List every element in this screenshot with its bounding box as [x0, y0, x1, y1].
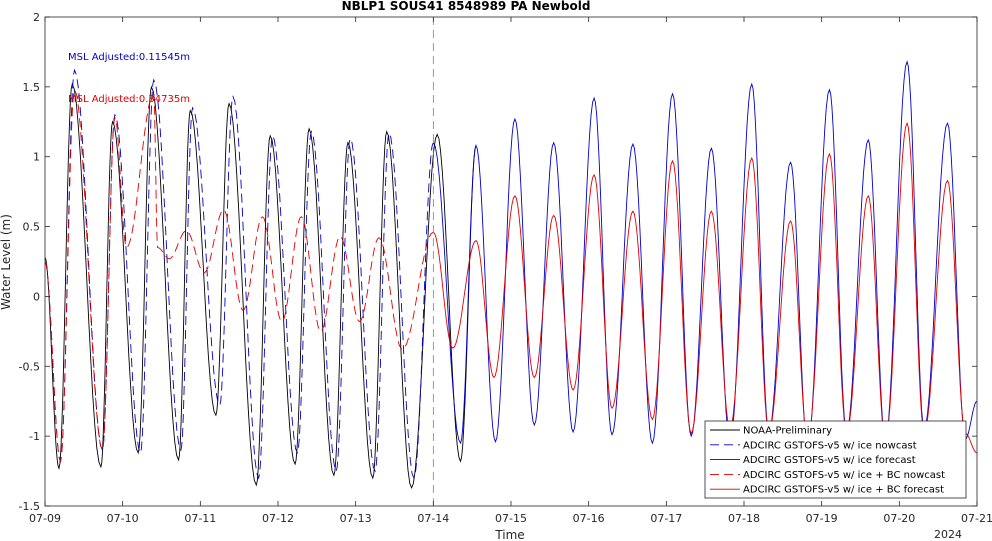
y-tick-label: 1 [33, 151, 40, 164]
legend-entry: ADCIRC GSTOFS-v5 w/ ice nowcast [743, 440, 917, 451]
x-tick-label: 07-14 [417, 512, 449, 525]
x-tick-label: 07-20 [883, 512, 915, 525]
x-tick-label: 07-09 [29, 512, 61, 525]
series-line-1 [45, 82, 477, 489]
chart-title: NBLP1 SOUS41 8548989 PA Newbold [342, 0, 591, 13]
x-tick-label: 07-11 [184, 512, 216, 525]
annotation-layer: MSL Adjusted:0.11545m MSL Adjusted:0.3473… [68, 52, 190, 105]
y-tick-label: 0 [33, 290, 40, 303]
y-axis-label: Water Level (m) [0, 214, 13, 310]
y-tick-label: -1 [29, 430, 40, 443]
msl-annotation: MSL Adjusted:0.34735m [68, 94, 190, 105]
x-tick-label: 07-12 [262, 512, 294, 525]
x-tick-label: 07-10 [107, 512, 139, 525]
x-tick-label: 07-18 [728, 512, 760, 525]
legend-entry: NOAA-Preliminary [743, 426, 832, 437]
x-tick-label: 07-21 [961, 512, 992, 525]
x-tick-label: 07-13 [340, 512, 372, 525]
x-tick-label: 07-16 [573, 512, 605, 525]
legend-box [704, 420, 967, 499]
series-line-5 [432, 121, 977, 454]
legend-entry: ADCIRC GSTOFS-v5 w/ ice forecast [743, 455, 916, 466]
y-tick-label: 1.5 [23, 81, 41, 94]
axes-layer: -1.5 -1 -0.5 0 0.5 1 1.5 2 07-09 07-10 07-11 07-12 0… [19, 11, 992, 525]
x-tick-label: 07-19 [806, 512, 838, 525]
legend-entry: ADCIRC GSTOFS-v5 w/ ice + BC forecast [743, 485, 944, 496]
y-tick-label: 2 [33, 11, 40, 24]
x-tick-label: 07-15 [495, 512, 527, 525]
legend-entry: ADCIRC GSTOFS-v5 w/ ice + BC nowcast [743, 470, 945, 481]
msl-annotation: MSL Adjusted:0.11545m [68, 52, 190, 63]
series-line-4 [45, 88, 434, 463]
y-tick-label: 0.5 [23, 221, 41, 234]
y-tick-label: -1.5 [19, 500, 40, 513]
y-tick-label: -0.5 [19, 360, 40, 373]
series-line-3 [432, 60, 977, 449]
x-tick-label: 07-17 [650, 512, 682, 525]
series-layer [45, 60, 977, 489]
x-axis-label: Time [494, 528, 524, 541]
legend: NOAA-Preliminary ADCIRC GSTOFS-v5 w/ ice … [704, 420, 967, 499]
x-axis-year-label: 2024 [934, 528, 962, 541]
series-line-2 [45, 68, 434, 480]
